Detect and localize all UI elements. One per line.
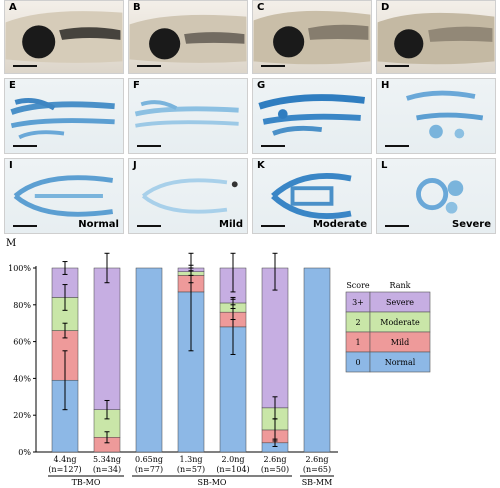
panel-f: F xyxy=(128,78,248,154)
legend-rank-text: Normal xyxy=(385,358,416,367)
panel-g: G xyxy=(252,78,372,154)
x-dose-label: 5.34ng xyxy=(93,455,121,464)
x-n-label: (n=65) xyxy=(303,465,331,474)
legend-score-text: 0 xyxy=(355,358,360,367)
y-tick-label: 20% xyxy=(13,411,31,420)
larva-head-image xyxy=(129,14,247,63)
panel-label-k: K xyxy=(257,160,265,171)
scale-bar xyxy=(385,145,409,147)
category-label-normal: Normal xyxy=(78,219,119,230)
panel-l: L Severe xyxy=(376,158,496,234)
chart-x-labels: 4.4ng(n=127) 5.34ng(n=34) 0.65ng(n=77) 1.3n… xyxy=(48,455,334,487)
x-dose-label: 0.65ng xyxy=(135,455,163,464)
panel-label-g: G xyxy=(257,80,266,91)
group-label-sb-mm: SB-MM xyxy=(302,478,333,487)
bar-segment-severe xyxy=(93,267,121,410)
scale-bar xyxy=(261,225,285,227)
panel-label-m: M xyxy=(6,238,16,249)
scale-bar xyxy=(13,65,37,67)
y-tick-label: 0% xyxy=(18,448,31,457)
scale-bar xyxy=(385,225,409,227)
y-tick-label: 60% xyxy=(13,338,31,347)
x-n-label: (n=104) xyxy=(216,465,249,474)
legend-score-text: 1 xyxy=(355,338,360,347)
panel-label-c: C xyxy=(257,2,265,13)
panel-j: J Mild xyxy=(128,158,248,234)
bar-segment-normal xyxy=(303,267,331,453)
x-n-label: (n=127) xyxy=(48,465,81,474)
panel-label-e: E xyxy=(9,80,16,91)
scale-bar xyxy=(137,145,161,147)
cartilage-ventral-image xyxy=(141,178,238,214)
cartilage-lateral-image xyxy=(406,90,484,139)
scale-bar xyxy=(13,225,37,227)
category-label-mild: Mild xyxy=(219,219,243,230)
legend-rank-text: Moderate xyxy=(380,318,420,327)
legend-swatch-rank xyxy=(369,351,431,373)
panel-h: H xyxy=(376,78,496,154)
legend-rank-text: Mild xyxy=(391,338,409,347)
panel-label-b: B xyxy=(133,2,141,13)
larva-head-image xyxy=(377,12,495,65)
cartilage-lateral-image xyxy=(134,100,239,128)
panel-label-a: A xyxy=(9,2,17,13)
cartilage-lateral-image xyxy=(10,98,115,140)
x-n-label: (n=77) xyxy=(135,465,163,474)
panel-b: B xyxy=(128,0,248,74)
larva-head-image xyxy=(5,11,123,63)
panel-label-h: H xyxy=(381,80,390,91)
panel-c: C xyxy=(252,0,372,74)
panel-label-i: I xyxy=(9,160,13,171)
panel-k: K Moderate xyxy=(252,158,372,234)
panel-a: A xyxy=(4,0,124,74)
x-dose-label: 2.0ng xyxy=(222,455,245,464)
panel-label-f: F xyxy=(133,80,140,91)
scale-bar xyxy=(261,145,285,147)
category-label-severe: Severe xyxy=(452,219,491,230)
cartilage-ventral-image xyxy=(416,177,464,214)
scale-bar xyxy=(137,225,161,227)
bar-segment-normal xyxy=(135,267,163,453)
severity-stacked-bar-chart: M 0%20%40%60%80%100% 4.4ng(n=127)5.34ng(… xyxy=(6,238,431,487)
chart-legend: Score Rank 3+ Severe 2 Moderate 1 Mild 0 Normal xyxy=(345,281,431,373)
bar-segment-normal xyxy=(51,379,79,453)
panel-label-d: D xyxy=(381,2,390,13)
x-n-label: (n=50) xyxy=(261,465,289,474)
chart-error-bars xyxy=(62,252,278,447)
x-dose-label: 2.6ng xyxy=(264,455,287,464)
cartilage-ventral-image xyxy=(271,173,352,219)
legend-score-text: 2 xyxy=(355,318,360,327)
y-tick-label: 100% xyxy=(8,264,31,273)
x-dose-label: 1.3ng xyxy=(180,455,203,464)
category-label-moderate: Moderate xyxy=(312,219,367,230)
panel-e: E xyxy=(4,78,124,154)
x-n-label: (n=34) xyxy=(93,465,121,474)
legend-header-rank: Rank xyxy=(390,281,411,290)
panel-label-j: J xyxy=(133,160,137,171)
x-dose-label: 2.6ng xyxy=(306,455,329,464)
scale-bar xyxy=(385,65,409,67)
scale-bar xyxy=(137,65,161,67)
legend-header-score: Score xyxy=(346,281,370,290)
panel-i: I Normal xyxy=(4,158,124,234)
y-tick-label: 80% xyxy=(13,301,31,310)
legend-rank-text: Severe xyxy=(386,298,414,307)
legend-score-text: 3+ xyxy=(352,298,364,307)
cartilage-lateral-image xyxy=(258,94,366,136)
x-n-label: (n=57) xyxy=(177,465,205,474)
scale-bar xyxy=(261,65,285,67)
panel-d: D xyxy=(376,0,496,74)
y-tick-label: 40% xyxy=(13,374,31,383)
cartilage-ventral-image xyxy=(13,175,114,217)
group-label-tb-mo: TB-MO xyxy=(72,478,101,487)
group-label-sb-mo: SB-MO xyxy=(198,478,227,487)
scale-bar xyxy=(13,145,37,147)
panel-label-l: L xyxy=(381,160,388,171)
larva-head-image xyxy=(253,10,371,65)
x-dose-label: 4.4ng xyxy=(54,455,77,464)
